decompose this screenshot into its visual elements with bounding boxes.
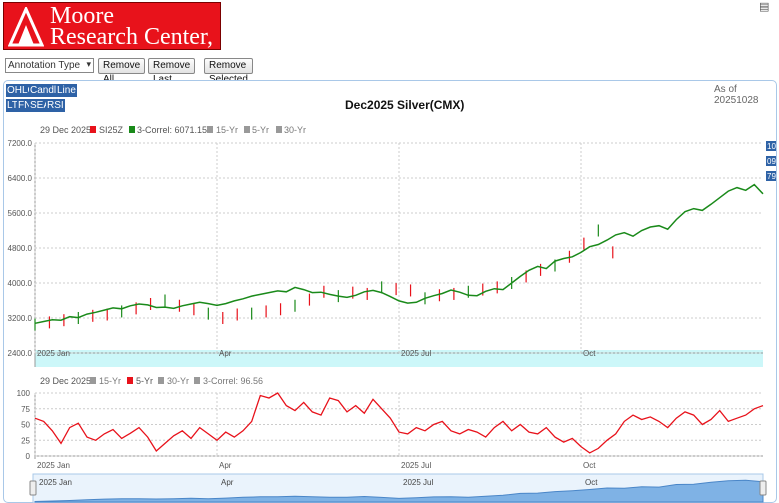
main-x-tick-label: Oct bbox=[583, 349, 596, 358]
main-x-tick-label: Apr bbox=[219, 349, 232, 358]
navigator-x-label: 2025 Jan bbox=[39, 478, 72, 487]
navigator-x-label: 2025 Jul bbox=[403, 478, 433, 487]
chevron-down-icon: ▾ bbox=[86, 60, 91, 70]
annotation-type-select[interactable]: Annotation Type ▾ bbox=[5, 58, 94, 73]
badge-3 bbox=[766, 171, 776, 181]
chart-title: Dec2025 Silver(CMX) bbox=[345, 98, 465, 112]
legend2-item-5yr[interactable]: 5-Yr bbox=[136, 376, 153, 386]
seasonal-x-tick-label: 2025 Jul bbox=[401, 461, 431, 470]
badge-1 bbox=[766, 141, 776, 151]
seasonal-x-tick-label: 2025 Jan bbox=[37, 461, 70, 470]
chart-type-sea-button[interactable]: SEA bbox=[29, 99, 52, 112]
logo-text-line1: Moore bbox=[50, 3, 114, 29]
legend2-date: 29 Dec 2025 bbox=[40, 376, 91, 386]
main-y-tick-label: 5600.0 bbox=[8, 209, 33, 218]
main-x-tick-label: 2025 Jul bbox=[401, 349, 431, 358]
navigator-x-label: Apr bbox=[221, 478, 234, 487]
legend-item-si25z[interactable]: SI25Z bbox=[99, 125, 124, 135]
legend-swatch-3correl bbox=[129, 126, 135, 133]
annotation-type-value: Annotation Type bbox=[8, 60, 81, 71]
legend2-item-15yr[interactable]: 15-Yr bbox=[99, 376, 121, 386]
seasonal-y-tick-label: 25 bbox=[21, 436, 30, 445]
legend-item-3correl[interactable]: 3-Correl: 6071.15 bbox=[137, 125, 207, 135]
chart-type-candle-button[interactable]: Candle bbox=[29, 84, 63, 97]
seasonal-x-tick-label: Apr bbox=[219, 461, 232, 470]
remove-all-button[interactable]: Remove All bbox=[98, 58, 146, 85]
remove-last-button[interactable]: Remove Last bbox=[148, 58, 196, 85]
logo-emblem-icon bbox=[8, 7, 44, 47]
legend-swatch-si25z bbox=[90, 126, 96, 133]
seasonal-y-tick-label: 0 bbox=[26, 452, 31, 461]
navigator-series-area bbox=[34, 479, 764, 503]
legend-swatch-5yr bbox=[244, 126, 250, 133]
navigator-right-handle[interactable] bbox=[759, 480, 767, 496]
seasonal-y-tick-label: 75 bbox=[21, 405, 30, 414]
main-y-tick-label: 3200.0 bbox=[8, 314, 33, 323]
chart-type-ohlc-button[interactable]: OHLC bbox=[6, 84, 36, 97]
volume-band bbox=[35, 350, 763, 367]
main-y-tick-label: 7200.0 bbox=[8, 139, 33, 148]
chart-type-line-button[interactable]: Line bbox=[56, 84, 77, 97]
legend-date: 29 Dec 2025 bbox=[40, 125, 91, 135]
badge-1-label: 10 bbox=[767, 142, 776, 151]
print-icon[interactable]: ▤ bbox=[759, 0, 770, 13]
seasonal-x-tick-label: Oct bbox=[583, 461, 596, 470]
main-y-tick-label: 4800.0 bbox=[8, 244, 33, 253]
chart-type-lt-button[interactable]: LT bbox=[6, 99, 19, 112]
main-y-tick-label: 6400.0 bbox=[8, 174, 33, 183]
chart-type-rsi-button[interactable]: RSI bbox=[46, 99, 65, 112]
navigator-left-handle[interactable] bbox=[29, 480, 37, 496]
legend-swatch-30yr bbox=[276, 126, 282, 133]
badge-2 bbox=[766, 156, 776, 166]
legend2-item-30yr[interactable]: 30-Yr bbox=[167, 376, 189, 386]
series-line-5yr bbox=[34, 392, 764, 454]
legend2-item-3correl[interactable]: 3-Correl: 96.56 bbox=[203, 376, 263, 386]
seasonal-y-tick-label: 50 bbox=[21, 421, 30, 430]
legend2-swatch-30yr bbox=[158, 377, 164, 384]
legend-item-15yr[interactable]: 15-Yr bbox=[216, 125, 238, 135]
navigator-x-label: Oct bbox=[585, 478, 598, 487]
legend2-swatch-3correl bbox=[194, 377, 200, 384]
main-y-tick-label: 2400.0 bbox=[8, 349, 33, 358]
main-y-tick-label: 4000.0 bbox=[8, 279, 33, 288]
legend-item-5yr[interactable]: 5-Yr bbox=[252, 125, 269, 135]
chart-type-fn-button[interactable]: FN bbox=[17, 99, 33, 112]
legend-swatch-15yr bbox=[207, 126, 213, 133]
main-x-tick-label: 2025 Jan bbox=[37, 349, 70, 358]
legend-item-30yr[interactable]: 30-Yr bbox=[284, 125, 306, 135]
remove-selected-button[interactable]: Remove Selected bbox=[204, 58, 253, 85]
badge-3-label: 79 bbox=[767, 172, 776, 181]
as-of-date: As of 20251028 bbox=[714, 84, 759, 106]
legend2-swatch-5yr bbox=[127, 377, 133, 384]
series-line-3correl bbox=[34, 183, 764, 325]
seasonal-y-tick-label: 100 bbox=[17, 389, 31, 398]
badge-2-label: 09 bbox=[767, 157, 776, 166]
legend2-swatch-15yr bbox=[90, 377, 96, 384]
